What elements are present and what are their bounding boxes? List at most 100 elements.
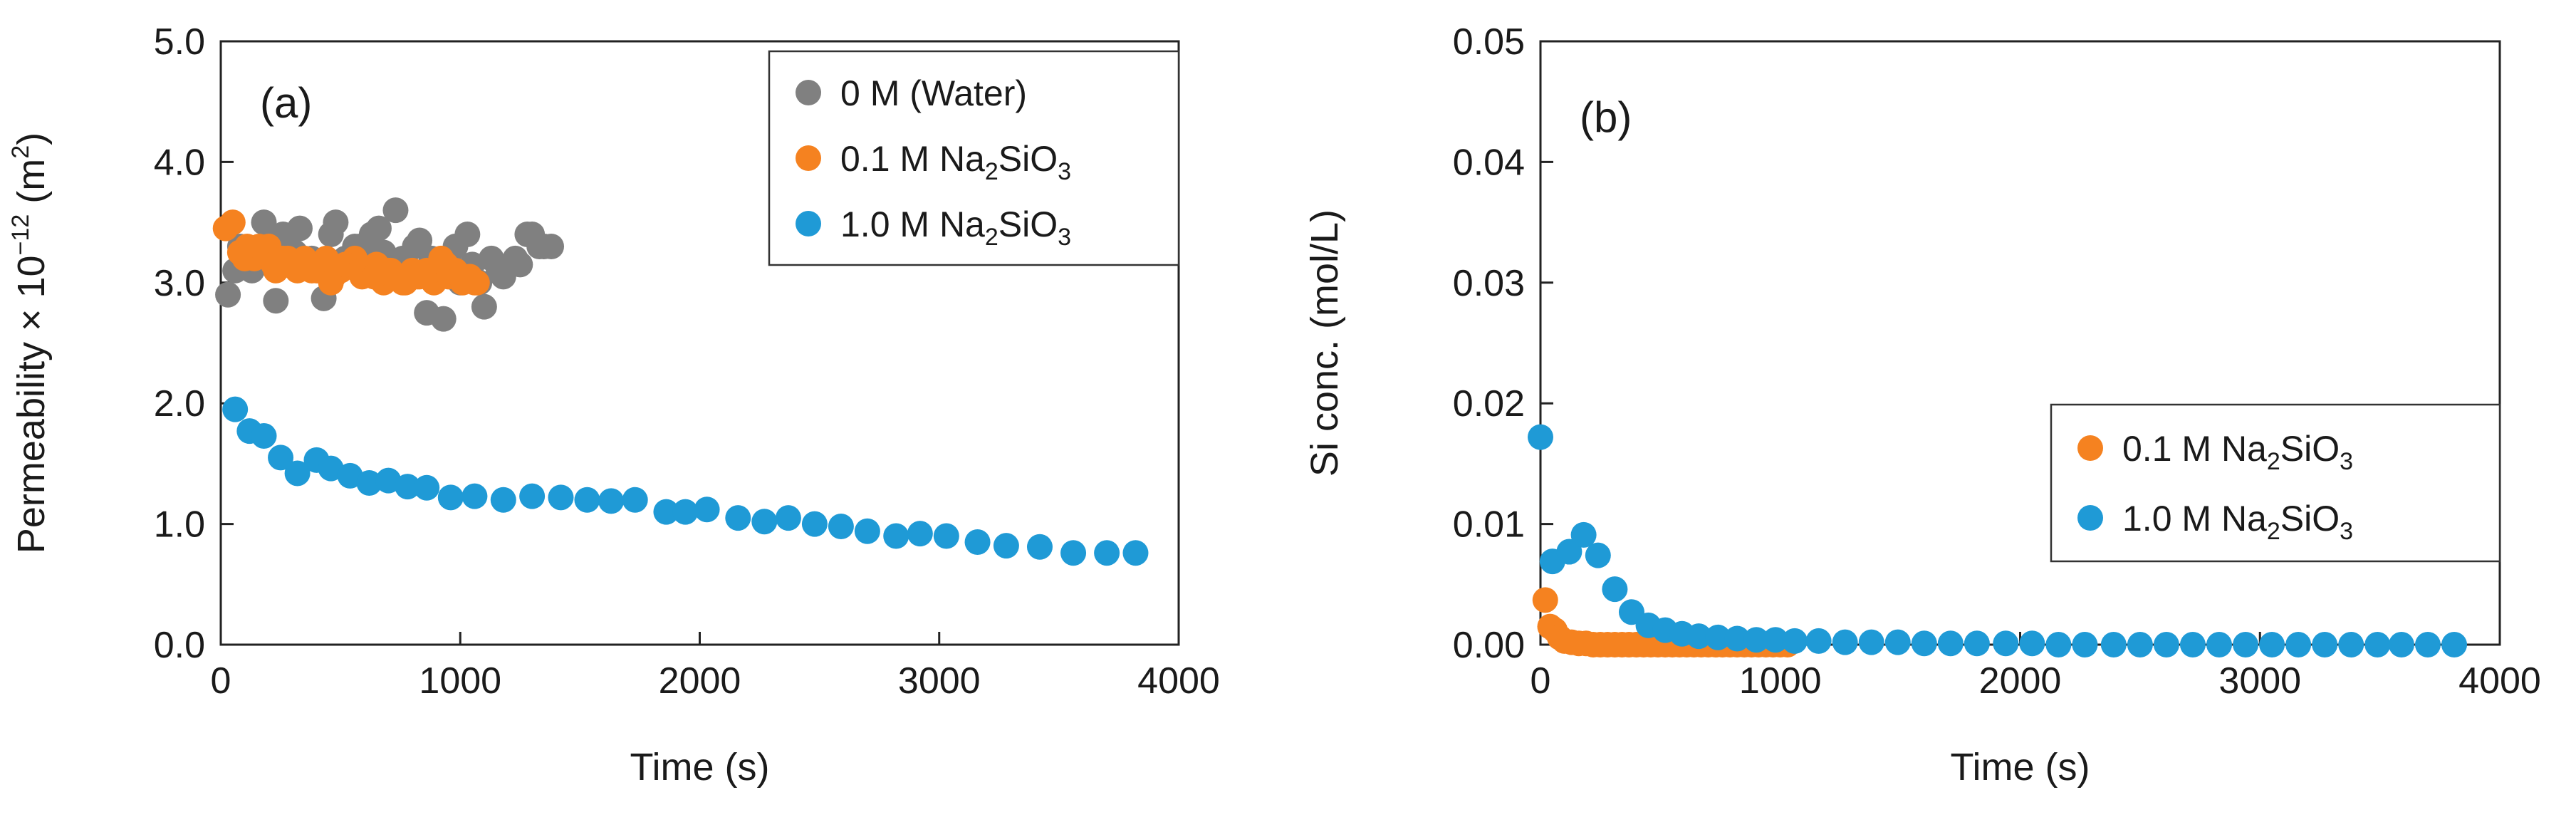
legend-entry-label: 0.1 M Na2SiO3 [840, 139, 1071, 185]
legend-entry-tail: SiO [998, 139, 1058, 179]
data-point [2045, 632, 2072, 657]
data-point [268, 444, 294, 471]
data-point [1964, 630, 1990, 657]
data-point [1686, 623, 1712, 650]
data-point [598, 488, 625, 514]
data-point [1884, 629, 1911, 655]
data-point [801, 511, 828, 537]
data-point [2312, 632, 2338, 657]
legend-entry-label: 1.0 M Na2SiO3 [840, 204, 1071, 251]
legend-entry-subscript: 2 [2267, 448, 2280, 475]
data-point [507, 251, 533, 278]
legend-entry-subscript: 2 [985, 158, 998, 185]
y-tick-label: 0.01 [1453, 504, 1525, 546]
data-point [318, 269, 344, 296]
data-point [1724, 625, 1751, 652]
y-axis-label-main: Si conc. (mol/L) [1303, 209, 1346, 477]
legend-box [2050, 403, 2501, 563]
y-tick-label: 3.0 [154, 263, 205, 304]
y-tick-label: 4.0 [154, 142, 205, 183]
data-point [2153, 632, 2179, 657]
data-point [1532, 587, 1558, 613]
data-point [775, 505, 801, 531]
data-point [2206, 632, 2233, 657]
legend-entry-subscript: 2 [2267, 518, 2280, 545]
legend-entry-label: 1.0 M Na2SiO3 [2122, 499, 2353, 545]
data-point [531, 233, 557, 259]
y-tick-label: 0.05 [1453, 21, 1525, 63]
data-point [215, 281, 241, 308]
data-point [1602, 576, 1628, 603]
legend-entry-main: 0.1 M Na [2122, 429, 2267, 469]
data-point [519, 483, 546, 509]
data-point [2364, 632, 2391, 657]
y-tick-label: 0.03 [1453, 263, 1525, 304]
data-point [2127, 632, 2153, 657]
data-point [548, 484, 574, 511]
data-point [2100, 632, 2127, 657]
data-point [471, 293, 497, 320]
legend-entry-subscript-2: 3 [2340, 518, 2353, 545]
data-point [437, 484, 464, 511]
x-axis-label: Time (s) [1951, 746, 2090, 789]
data-point [356, 470, 382, 496]
panel-label: (b) [1580, 93, 1632, 141]
data-point [1585, 542, 1611, 568]
data-point [462, 269, 488, 296]
data-point [2285, 632, 2312, 657]
series-2 [222, 396, 1149, 566]
legend-entry-subscript: 2 [985, 224, 998, 251]
x-tick-label: 1000 [1739, 660, 1822, 702]
y-tick-label: 0.02 [1453, 383, 1525, 425]
data-point [486, 257, 512, 284]
legend-marker [796, 145, 821, 171]
legend-marker [2077, 435, 2103, 461]
data-point [907, 521, 933, 547]
data-point [402, 233, 428, 259]
y-axis-label-main: Permeability × 10 [10, 255, 53, 553]
data-point [251, 422, 277, 449]
legend-marker [796, 80, 821, 105]
x-tick-label: 2000 [1979, 660, 2062, 702]
x-tick-label: 1000 [419, 660, 501, 702]
x-tick-label: 0 [1531, 660, 1551, 702]
legend-entry-tail: SiO [2280, 429, 2340, 469]
legend-entry-tail: SiO [2280, 499, 2340, 539]
data-point [1858, 629, 1884, 655]
data-point [828, 513, 854, 539]
data-point [2072, 632, 2098, 657]
y-tick-label: 5.0 [154, 21, 205, 63]
data-point [2414, 632, 2441, 657]
x-tick-label: 4000 [1137, 660, 1220, 702]
y-tick-label: 2.0 [154, 383, 205, 425]
data-point [284, 460, 311, 487]
data-point [2338, 632, 2364, 657]
data-point [622, 487, 648, 513]
x-axis-label: Time (s) [630, 746, 770, 789]
data-point [414, 474, 440, 501]
data-point [246, 233, 272, 259]
data-point [454, 222, 481, 248]
panel-label: (a) [260, 79, 312, 127]
data-point [1832, 629, 1858, 655]
series-1 [1528, 424, 2468, 657]
data-point [1060, 540, 1087, 566]
y-tick-label: 1.0 [154, 504, 205, 546]
legend-entry-tail: SiO [998, 204, 1058, 244]
data-point [365, 215, 392, 241]
data-point [2019, 630, 2045, 657]
data-point [263, 288, 289, 314]
data-point [462, 483, 488, 509]
legend-marker [796, 211, 821, 236]
data-point [318, 222, 344, 248]
data-point [1763, 627, 1789, 653]
y-tick-label: 0.00 [1453, 625, 1525, 666]
legend-entry-main: 0.1 M Na [840, 139, 985, 179]
data-point [1805, 628, 1832, 654]
y-axis-label-unit-close: ) [10, 132, 53, 145]
data-point [2179, 632, 2206, 657]
legend-marker [2077, 505, 2103, 531]
legend-entry-main: 1.0 M Na [2122, 499, 2267, 539]
data-point [751, 509, 778, 535]
